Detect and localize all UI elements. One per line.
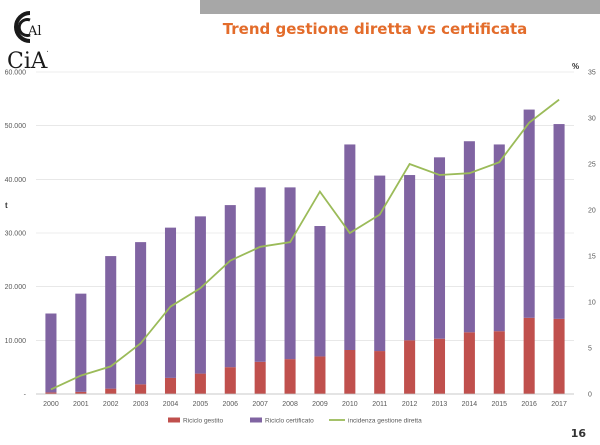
x-tick-label: 2010 (342, 401, 358, 408)
x-tick-label: 2008 (282, 401, 298, 408)
legend-label-riciclo-gestito: Riciclo gestito (183, 417, 223, 424)
bar-riciclo-certificato (164, 227, 177, 378)
y-right-tick-label: 0 (588, 392, 592, 399)
bar-riciclo-gestito (164, 377, 177, 394)
x-tick-label: 2005 (193, 401, 209, 408)
bar-riciclo-certificato (105, 256, 117, 389)
x-tick-label: 2012 (402, 401, 418, 408)
x-tick-label: 2006 (222, 401, 238, 408)
x-tick-label: 2016 (521, 401, 537, 408)
x-tick-label: 2007 (252, 401, 268, 408)
y-right-tick-label: 30 (588, 116, 596, 123)
bar-riciclo-gestito (254, 361, 266, 394)
bar-riciclo-gestito (523, 317, 535, 394)
x-tick-label: 2013 (432, 401, 448, 408)
cial-logo: Al CiAl (7, 11, 48, 70)
bar-riciclo-gestito (224, 367, 236, 394)
bar-riciclo-certificato (374, 175, 386, 352)
bar-riciclo-certificato (523, 109, 535, 318)
bar-riciclo-certificato (344, 144, 356, 350)
bar-riciclo-gestito (344, 349, 356, 394)
bar-riciclo-gestito (75, 391, 87, 394)
svg-text:CiAl: CiAl (7, 49, 48, 70)
y-left-tick-label: 40.000 (5, 177, 27, 184)
bar-riciclo-certificato (463, 141, 475, 333)
x-tick-label: 2011 (372, 401, 387, 408)
x-tick-label: 2014 (462, 401, 478, 408)
y-left-tick-label: - (24, 392, 27, 399)
bar-riciclo-certificato (493, 144, 505, 332)
y-left-tick-label: 50.000 (5, 123, 27, 130)
y-right-tick-label: 10 (588, 300, 596, 307)
line-incidenza-gestione-diretta (50, 98, 560, 391)
y-right-tick-label: 25 (588, 162, 596, 169)
x-tick-label: 2009 (312, 401, 328, 408)
bar-riciclo-certificato (254, 187, 266, 362)
legend-label-incidenza: incidenza gestione diretta (348, 417, 422, 424)
bar-riciclo-gestito (404, 340, 416, 394)
x-tick-label: 2003 (133, 401, 149, 408)
bar-riciclo-gestito (433, 338, 446, 394)
bar-riciclo-gestito (45, 392, 57, 394)
bar-riciclo-gestito (463, 332, 475, 394)
bar-riciclo-gestito (493, 331, 505, 394)
y-left-tick-label: 30.000 (5, 231, 27, 238)
x-tick-label: 2000 (43, 401, 59, 408)
bar-riciclo-certificato (553, 124, 565, 319)
bar-riciclo-certificato (75, 293, 87, 392)
bar-riciclo-certificato (314, 226, 326, 357)
x-tick-label: 2001 (73, 401, 89, 408)
page-number: 16 (570, 427, 586, 440)
x-tick-label: 2017 (551, 401, 567, 408)
bar-riciclo-certificato (404, 175, 416, 341)
y-left-tick-label: 20.000 (5, 284, 27, 291)
bar-riciclo-certificato (224, 205, 236, 368)
y-right-tick-label: 35 (588, 70, 596, 77)
y-right-tick-label: 5 (588, 346, 592, 353)
bar-riciclo-certificato (194, 216, 206, 374)
bar-riciclo-certificato (433, 157, 446, 339)
page-title: Trend gestione diretta vs certificata (222, 20, 528, 38)
svg-text:Al: Al (27, 24, 42, 39)
bar-riciclo-gestito (553, 318, 565, 394)
y-left-tick-label: 60.000 (5, 70, 27, 77)
legend-swatch-riciclo-certificato (250, 417, 262, 423)
bar-riciclo-gestito (374, 351, 386, 394)
bar-riciclo-gestito (105, 388, 117, 394)
y-right-tick-label: 20 (588, 208, 596, 215)
y-right-axis-title: % (572, 62, 579, 71)
x-tick-label: 2002 (103, 401, 119, 408)
bar-riciclo-certificato (45, 313, 57, 393)
bar-riciclo-gestito (135, 384, 147, 394)
x-tick-label: 2015 (491, 401, 507, 408)
y-left-tick-label: 10.000 (5, 338, 27, 345)
y-right-tick-label: 15 (588, 254, 596, 261)
legend-label-riciclo-certificato: Riciclo certificato (265, 417, 314, 424)
bar-riciclo-gestito (314, 356, 326, 394)
bar-riciclo-gestito (194, 373, 206, 394)
legend-swatch-riciclo-gestito (168, 417, 180, 423)
bar-riciclo-certificato (284, 187, 296, 360)
x-tick-label: 2004 (163, 401, 179, 408)
bar-riciclo-certificato (135, 242, 147, 385)
bar-riciclo-gestito (284, 359, 296, 394)
y-left-axis-title: t (5, 201, 8, 210)
header-bar (200, 0, 600, 14)
